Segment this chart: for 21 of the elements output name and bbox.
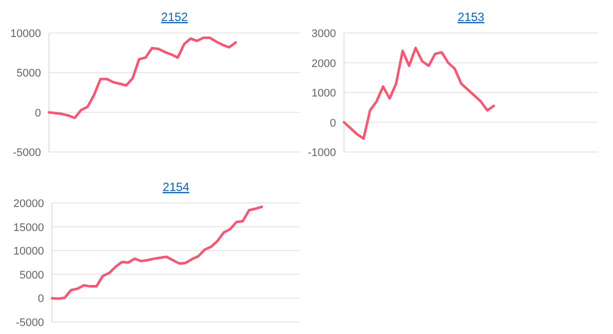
- y-tick-label: 5000: [16, 68, 41, 80]
- y-tick-label: 0: [38, 293, 44, 306]
- y-tick-label: 3000: [312, 28, 336, 40]
- y-tick-label: 20000: [13, 198, 44, 210]
- chart-title: 2153: [458, 10, 485, 24]
- y-tick-label: 10000: [10, 28, 41, 40]
- y-tick-label: 1000: [312, 88, 336, 100]
- y-tick-label: 2000: [312, 58, 336, 70]
- y-tick-label: 0: [34, 107, 41, 120]
- y-tick-label: 5000: [20, 269, 44, 282]
- line-series: [50, 206, 264, 300]
- line-series: [342, 46, 496, 140]
- y-tick-label: -5000: [12, 147, 41, 159]
- line-series: [48, 36, 237, 120]
- chart-title: 2154: [162, 180, 190, 194]
- y-tick-label: 15000: [13, 222, 44, 234]
- y-tick-label: -1000: [308, 147, 336, 159]
- y-tick-label: 10000: [13, 246, 44, 258]
- chart-title: 2152: [161, 10, 188, 24]
- y-tick-label: 0: [330, 117, 336, 130]
- y-tick-label: -5000: [16, 317, 44, 329]
